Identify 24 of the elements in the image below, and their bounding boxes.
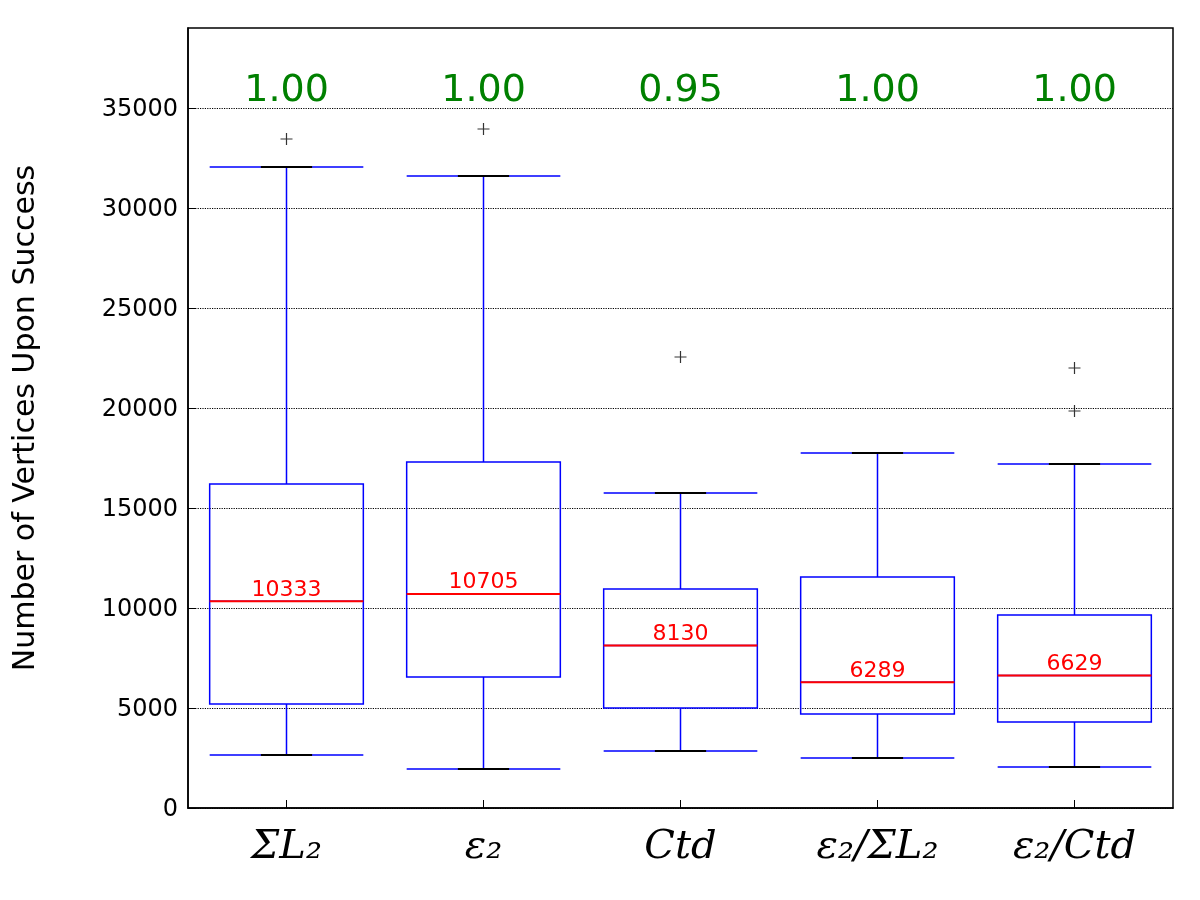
x-tick-label: Ctd — [644, 821, 717, 867]
y-axis-title: Number of Vertices Upon Success — [5, 164, 41, 672]
annotation: 10333 — [251, 575, 322, 601]
y-tick-label: 30000 — [101, 194, 178, 222]
y-tick-label: 5000 — [116, 694, 178, 722]
y-tick-label: 10000 — [101, 594, 178, 622]
y-tick-label: 15000 — [101, 494, 178, 522]
y-tick-label: 25000 — [101, 294, 178, 322]
y-tick-label: 0 — [162, 794, 178, 822]
annotation: 0.95 — [638, 66, 723, 110]
annotation: 6289 — [849, 656, 906, 682]
annotation: 1.00 — [244, 66, 329, 110]
annotation: 10705 — [448, 568, 519, 594]
annotation: 1.00 — [1032, 66, 1117, 110]
x-tick-label: ε₂/ΣL₂ — [816, 821, 939, 867]
annotation: 6629 — [1046, 649, 1103, 675]
y-tick-label: 35000 — [101, 94, 178, 122]
x-tick-label: ΣL₂ — [249, 821, 322, 867]
annotation: 1.00 — [835, 66, 920, 110]
y-tick-label: 20000 — [101, 394, 178, 422]
annotation: 8130 — [652, 619, 709, 645]
x-tick-label: ε₂/Ctd — [1012, 821, 1137, 867]
annotation: 1.00 — [441, 66, 526, 110]
x-tick-label: ε₂ — [464, 821, 503, 867]
